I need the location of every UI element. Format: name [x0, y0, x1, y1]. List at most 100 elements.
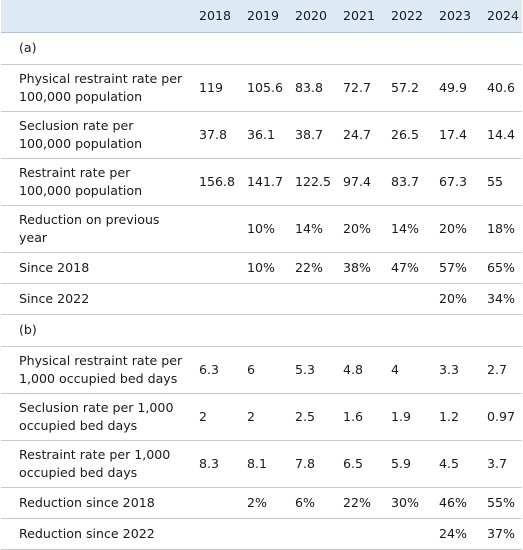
cell-value: 4: [391, 361, 400, 377]
year-header: 2021: [330, 0, 378, 33]
cell-value: 38.7: [295, 126, 324, 142]
cell-value: 37%: [474, 518, 522, 550]
table-row: Since 2018 10% 22% 38% 47% 57% 65%: [1, 252, 522, 283]
row-label: Reduction on previous year: [19, 211, 160, 245]
cell-value: 20%: [343, 220, 371, 236]
cell-value: 14.4: [487, 126, 516, 142]
cell-value: 49.9: [439, 79, 468, 95]
cell-value: 57%: [439, 259, 467, 275]
section-b-heading: (b): [1, 313, 522, 346]
cell-value: 18%: [487, 220, 515, 236]
cell-value: 7.8: [295, 455, 316, 471]
cell-value: [330, 518, 378, 550]
cell-value: [186, 283, 234, 314]
cell-value: 38%: [343, 259, 371, 275]
row-label: Restraint rate per 100,000 population: [19, 164, 143, 198]
cell-value: 55: [487, 173, 504, 189]
cell-value: 22%: [343, 494, 371, 510]
cell-value: 83.7: [391, 173, 420, 189]
cell-value: 46%: [439, 494, 467, 510]
cell-value: 24.7: [343, 126, 372, 142]
row-label: Physical restraint rate per 1,000 occupi…: [19, 352, 183, 386]
cell-value: [186, 487, 234, 518]
cell-value: 14%: [391, 220, 419, 236]
cell-value: 6: [247, 361, 256, 377]
cell-value: 2: [247, 408, 256, 424]
cell-value: 1.9: [391, 408, 412, 424]
cell-value: 55%: [487, 494, 515, 510]
row-label: Seclusion rate per 1,000 occupied bed da…: [19, 399, 174, 433]
cell-value: 2.7: [487, 361, 508, 377]
year-header: 2023: [426, 0, 474, 33]
cell-value: [234, 518, 282, 550]
year-header: 2024: [474, 0, 522, 33]
cell-value: 119: [199, 79, 224, 95]
section-label: (a): [1, 31, 522, 64]
section-a-heading: (a): [1, 31, 522, 64]
row-label: Restraint rate per 1,000 occupied bed da…: [19, 446, 171, 480]
cell-value: 47%: [391, 259, 419, 275]
table-row: Reduction since 2018 2% 6% 22% 30% 46% 5…: [1, 487, 522, 518]
cell-value: 2.5: [295, 408, 316, 424]
year-header: 2019: [234, 0, 282, 33]
cell-value: 122.5: [295, 173, 332, 189]
cell-value: 67.3: [439, 173, 468, 189]
cell-value: 6.3: [199, 361, 220, 377]
table-row: Physical restraint rate per 1,000 occupi…: [1, 346, 522, 393]
cell-value: [282, 518, 330, 550]
table-row: Seclusion rate per 1,000 occupied bed da…: [1, 393, 522, 440]
year-header: 2020: [282, 0, 330, 33]
cell-value: 30%: [391, 494, 419, 510]
row-label: Since 2022: [19, 290, 90, 306]
cell-value: 105.6: [247, 79, 284, 95]
cell-value: 24%: [426, 518, 474, 550]
cell-value: 1.6: [343, 408, 364, 424]
cell-value: 72.7: [343, 79, 372, 95]
cell-value: [186, 252, 234, 283]
cell-value: 22%: [295, 259, 323, 275]
cell-value: 4.8: [343, 361, 364, 377]
cell-value: 5.3: [295, 361, 316, 377]
cell-value: 65%: [487, 259, 515, 275]
section-label: (b): [1, 313, 522, 346]
cell-value: 2: [199, 408, 208, 424]
table-row: Reduction since 2022 24% 37%: [1, 518, 522, 550]
cell-value: [330, 283, 378, 314]
table-row: Seclusion rate per 100,000 population 37…: [1, 111, 522, 158]
table-row: Physical restraint rate per 100,000 popu…: [1, 64, 522, 111]
cell-value: 34%: [487, 290, 515, 306]
table-row: Restraint rate per 1,000 occupied bed da…: [1, 440, 522, 487]
cell-value: 10%: [247, 259, 275, 275]
cell-value: 156.8: [199, 173, 236, 189]
table-row: Reduction on previous year 10% 14% 20% 1…: [1, 205, 522, 252]
row-label: Reduction since 2022: [1, 518, 186, 550]
cell-value: 37.8: [199, 126, 228, 142]
cell-value: [186, 205, 234, 252]
cell-value: 0.97: [487, 408, 516, 424]
cell-value: 3.3: [439, 361, 460, 377]
cell-value: 40.6: [487, 79, 516, 95]
cell-value: 6%: [295, 494, 315, 510]
cell-value: 26.5: [391, 126, 420, 142]
cell-value: [378, 518, 426, 550]
cell-value: 20%: [439, 290, 467, 306]
cell-value: 2%: [247, 494, 267, 510]
cell-value: 1.2: [439, 408, 460, 424]
cell-value: 97.4: [343, 173, 372, 189]
row-label: Seclusion rate per 100,000 population: [19, 117, 143, 151]
header-row: 2018 2019 2020 2021 2022 2023 2024: [1, 0, 522, 33]
cell-value: 8.1: [247, 455, 268, 471]
cell-value: [378, 283, 426, 314]
cell-value: 17.4: [439, 126, 468, 142]
cell-value: 3.7: [487, 455, 508, 471]
cell-value: 20%: [439, 220, 467, 236]
cell-value: 5.9: [391, 455, 412, 471]
cell-value: 4.5: [439, 455, 460, 471]
cell-value: [186, 518, 234, 550]
row-label: Reduction since 2018: [19, 494, 155, 510]
cell-value: [234, 283, 282, 314]
cell-value: [282, 283, 330, 314]
cell-value: 83.8: [295, 79, 324, 95]
cell-value: 6.5: [343, 455, 364, 471]
